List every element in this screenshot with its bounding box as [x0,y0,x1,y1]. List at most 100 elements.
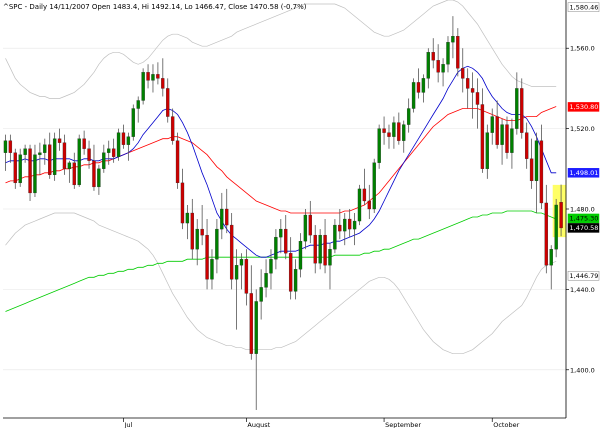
price-tag-bg [567,2,600,12]
candle-17 [87,140,91,169]
candle-41 [205,219,209,290]
candle-83 [411,78,416,113]
candle-79 [392,116,396,149]
candle-body [249,293,253,354]
candle-body [549,249,553,266]
candle-107 [529,138,534,189]
candle-body [465,78,470,89]
candle-90 [446,36,450,73]
candle-45 [225,188,229,234]
y-tick-label: 1,400.0 [570,366,595,374]
candle-body [156,74,160,79]
candle-24 [121,124,126,149]
candle-body [92,160,96,188]
candle-body [33,154,37,194]
candle-27 [136,96,140,123]
candle-body [102,152,106,169]
candle-21 [107,140,111,165]
candle-body [333,224,337,250]
candle-12 [62,134,67,175]
candle-15 [77,134,81,187]
candle-body [166,88,170,117]
candle-body [293,269,298,292]
candle-96 [475,78,480,129]
candle-body [72,162,76,186]
price-tag-label: 1,530.80 [570,103,599,111]
candle-50 [249,265,253,360]
candle-body [500,124,504,145]
candle-body [313,234,317,264]
candle-48 [239,253,244,290]
candle-25 [126,132,131,161]
candle-80 [397,112,401,145]
candle-31 [156,62,160,85]
candle-56 [279,219,283,254]
price-tags: 1,580.46 1,530.80 1,498.01 1,475.301,470.58… [567,2,600,281]
candle-body [524,132,529,159]
candle-104 [515,72,519,135]
candle-body [298,241,303,270]
candle-body [461,68,465,79]
candle-body [529,158,534,182]
candle-body [559,202,563,229]
chart-title: ^SPC - Daily 14/11/2007 Open 1483.4, Hi … [3,3,307,11]
price-tag-1: 1,530.80 [567,102,600,112]
candle-body [215,228,219,260]
candle-body [82,138,86,149]
price-tag-bg [567,223,600,233]
candle-105 [520,78,524,139]
candle-112 [554,198,558,258]
candle-body [210,259,214,280]
candle-38 [190,198,194,260]
candle-100 [495,100,499,149]
candle-81 [402,120,406,153]
candle-26 [131,104,135,141]
candle-20 [102,144,106,173]
candle-body [416,82,421,93]
x-axis-ticks: JulAugustSeptemberOctoberNovember [123,418,520,428]
candle-106 [524,122,529,169]
candle-body [475,92,480,105]
candle-53 [264,259,268,298]
candle-body [57,138,62,143]
candle-85 [421,74,426,103]
candle-body [121,132,126,145]
price-tag-bg [567,168,600,178]
candle-body [13,152,17,184]
candle-body [520,88,524,133]
line-sma-long [5,210,557,312]
x-tick-label: October [493,421,519,428]
candle-99 [490,108,494,145]
candle-body [141,72,145,101]
candle-body [328,249,332,266]
candle-body [259,287,263,302]
candle-11 [57,128,62,151]
candle-body [323,234,327,266]
candle-95 [470,72,475,119]
line-sma-mid [5,106,557,214]
candle-body [8,140,13,153]
candle-body [3,140,8,153]
candle-110 [544,184,549,274]
candle-43 [215,219,219,274]
price-tag-label: 1,498.01 [570,169,599,177]
candle-body [480,104,485,169]
candle-body [146,72,150,81]
price-tag-0: 1,580.46 [567,2,600,12]
candle-82 [406,98,411,133]
y-tick-label: 1,440.0 [570,286,595,294]
gridlines [3,47,566,371]
candle-73 [362,168,367,205]
candle-body [136,100,140,109]
candle-10 [52,132,57,181]
price-tag-bg [567,270,600,281]
candle-94 [465,68,470,109]
candle-body [175,140,180,184]
candle-102 [505,116,509,159]
candle-78 [387,124,391,149]
candle-body [510,128,514,153]
candle-body [387,132,391,137]
candle-body [338,224,342,232]
candle-body [97,168,101,188]
